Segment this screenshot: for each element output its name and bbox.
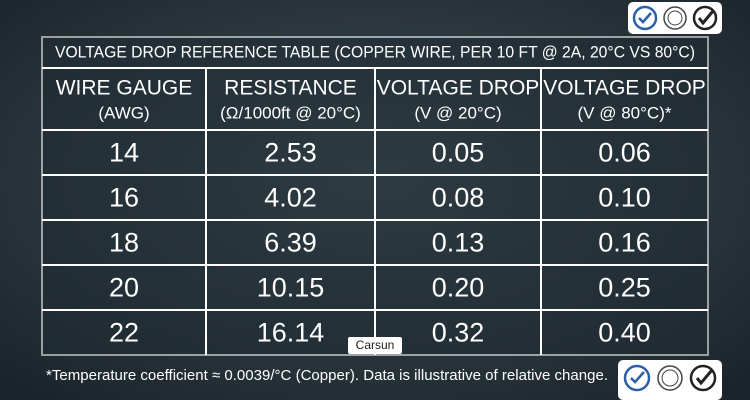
table-cell: 0.10 xyxy=(598,183,651,213)
header-subtitle: (V @ 20°C) xyxy=(414,103,501,122)
table-cell: 0.13 xyxy=(432,228,485,258)
badge-check xyxy=(638,12,652,24)
table-cell: 0.16 xyxy=(598,228,651,258)
header-title: RESISTANCE xyxy=(224,77,357,100)
table-cells: WIRE GAUGE (AWG) RESISTANCE (Ω/1000ft @ 20°… xyxy=(56,77,706,348)
badge-icon xyxy=(661,369,679,387)
badge-check xyxy=(697,10,715,26)
watermark: Carsun xyxy=(356,338,395,352)
table-cell: 0.25 xyxy=(598,273,651,303)
footnote: *Temperature coefficient ≈ 0.0039/°C (Co… xyxy=(46,367,608,384)
badge-check xyxy=(695,369,714,386)
header-subtitle: (Ω/1000ft @ 20°C) xyxy=(220,103,361,122)
badge-icon xyxy=(667,10,683,26)
table-cell: 0.32 xyxy=(432,318,485,348)
badge-icon xyxy=(663,6,687,30)
header-subtitle: (V @ 80°C)* xyxy=(578,103,672,122)
badge-check xyxy=(630,371,645,384)
table-cell: 0.05 xyxy=(432,138,485,168)
watermark-box xyxy=(348,337,402,354)
table-cell: 0.20 xyxy=(432,273,485,303)
header-subtitle: (AWG) xyxy=(98,103,149,122)
table-cell: 14 xyxy=(109,138,139,168)
header-title: WIRE GAUGE xyxy=(56,77,193,100)
table-cell: 18 xyxy=(109,228,139,258)
table-cell: 0.06 xyxy=(598,138,651,168)
table-cell: 20 xyxy=(109,273,139,303)
header-title: VOLTAGE DROP xyxy=(543,77,706,100)
table-cell: 16.14 xyxy=(257,318,325,348)
table-title: VOLTAGE DROP REFERENCE TABLE (COPPER WIR… xyxy=(55,42,695,61)
table-cell: 0.08 xyxy=(432,183,485,213)
badge-top xyxy=(628,2,722,34)
header-title: VOLTAGE DROP xyxy=(377,77,540,100)
table-cell: 6.39 xyxy=(264,228,317,258)
table-grid xyxy=(42,67,708,355)
table-cell: 4.02 xyxy=(264,183,317,213)
table-cell: 22 xyxy=(109,318,139,348)
table-cell: 0.40 xyxy=(598,318,651,348)
badge-bottom xyxy=(618,360,722,400)
badge-icon xyxy=(692,5,718,31)
table-cell: 10.15 xyxy=(257,273,325,303)
table-cell: 2.53 xyxy=(264,138,317,168)
table-cell: 16 xyxy=(109,183,139,213)
